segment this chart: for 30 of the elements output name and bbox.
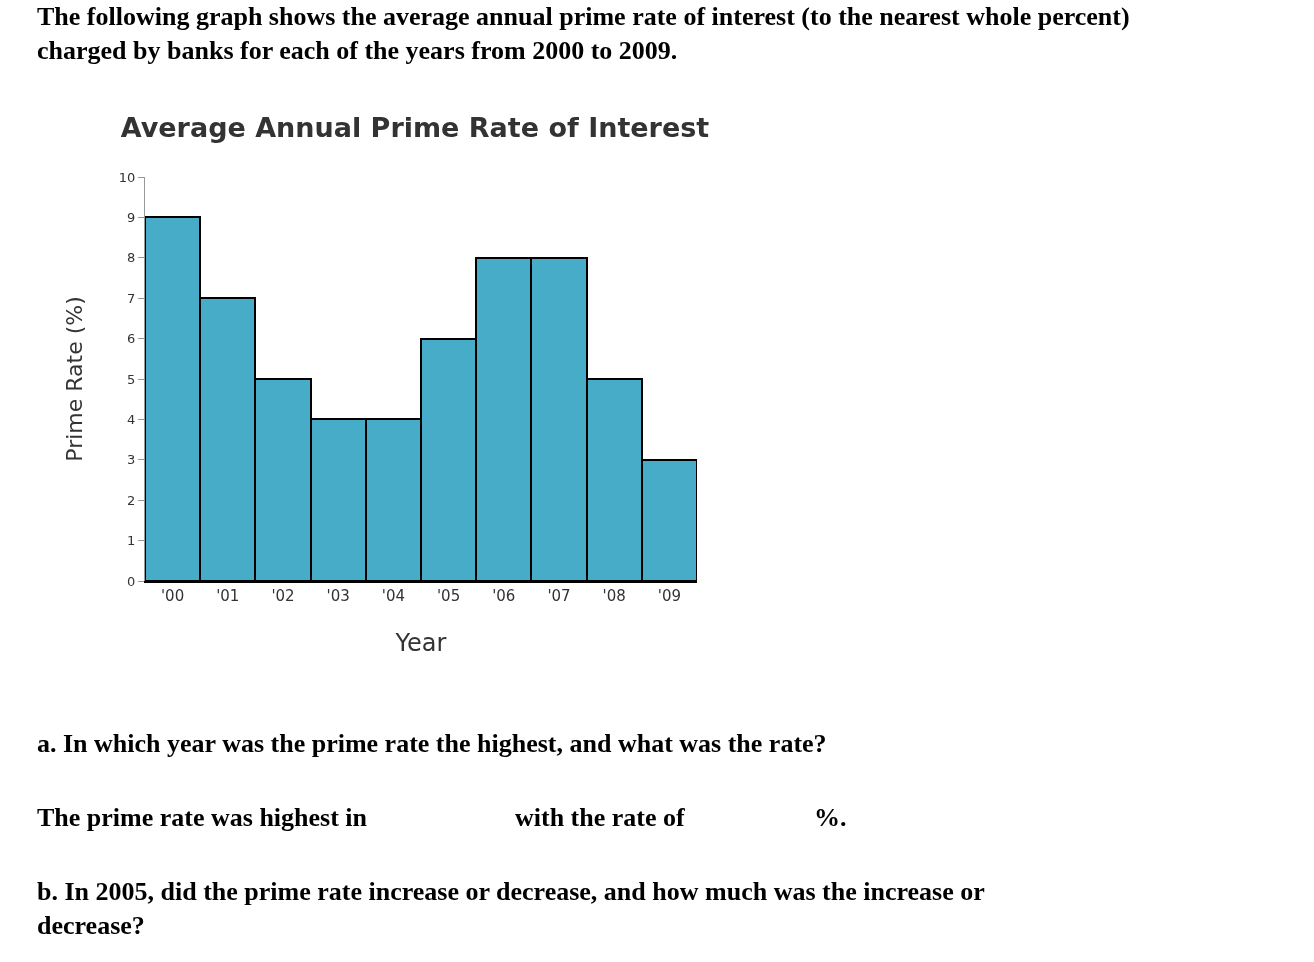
y-tick-label: 7 xyxy=(127,290,136,306)
chart-title: Average Annual Prime Rate of Interest xyxy=(120,112,710,144)
y-tick-label: 0 xyxy=(127,573,136,589)
x-tick-label: '06 xyxy=(492,587,516,605)
x-tick-label: '02 xyxy=(271,587,295,605)
x-tick-label: '03 xyxy=(326,587,350,605)
y-tick-label: 4 xyxy=(127,411,136,427)
text: The following graph shows the average annual prime rate of interest (to the nearest whole percent) charged by banks for each of the years from 2000 to 2009. xyxy=(37,2,1130,65)
x-tick-label: '04 xyxy=(381,587,406,605)
text: %. xyxy=(814,803,847,832)
x-tick-label: '09 xyxy=(657,587,682,605)
x-tick-label: '00 xyxy=(160,587,185,605)
x-tick-label: '08 xyxy=(602,587,626,605)
y-tick-label: 2 xyxy=(127,492,136,508)
x-tick-label: '01 xyxy=(216,587,240,605)
x-tick-label: '07 xyxy=(547,587,571,605)
y-tick-label: 8 xyxy=(127,250,136,266)
y-tick-label: 9 xyxy=(127,209,136,225)
y-tick-label: 10 xyxy=(118,169,136,185)
text: b. In 2005, did the prime rate increase or decrease, and how much was the increase or decrease? xyxy=(37,877,985,940)
y-tick-label: 1 xyxy=(127,533,136,549)
y-tick-label: 6 xyxy=(127,331,136,347)
x-tick-label: '05 xyxy=(436,587,461,605)
y-tick-label: 3 xyxy=(127,452,136,468)
x-axis-title: Year xyxy=(394,628,447,657)
y-tick-label: 5 xyxy=(127,371,136,387)
text: with the rate of xyxy=(515,803,686,832)
y-axis-title: Prime Rate (%) xyxy=(61,296,87,462)
text: a. In which year was the prime rate the highest, and what was the rate? xyxy=(37,729,827,758)
text: The prime rate was highest in xyxy=(37,803,368,832)
